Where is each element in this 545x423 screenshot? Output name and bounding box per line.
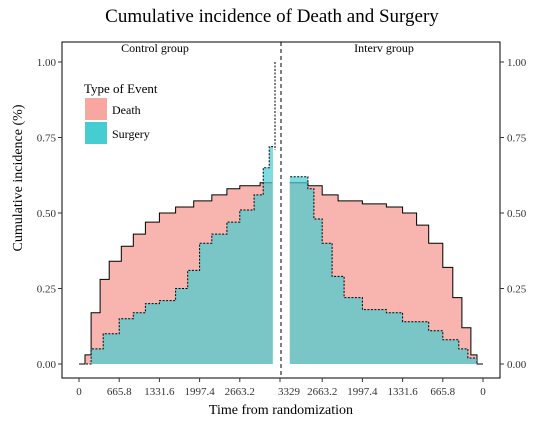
- legend-swatch-surgery: [85, 122, 107, 144]
- interv-surgery-line: [289, 176, 483, 365]
- y-tick-label-right: 1.00: [507, 57, 527, 69]
- chart-title: Cumulative incidence of Death and Surger…: [105, 6, 439, 27]
- y-tick-label-right: 0.75: [507, 133, 527, 145]
- x-tick-label-right: 1997.4: [347, 386, 378, 398]
- y-tick-label-right: 0.50: [507, 208, 527, 220]
- x-tick-label-right: 2663.2: [307, 386, 337, 398]
- x-axis-title: Time from randomization: [209, 403, 353, 418]
- legend: Type of Event Death Surgery: [84, 81, 158, 144]
- legend-label-surgery: Surgery: [112, 127, 150, 141]
- x-tick-label-left: 3329: [278, 386, 301, 398]
- x-tick-label-left: 0: [76, 386, 82, 398]
- control-surgery-area: [79, 134, 276, 364]
- y-tick-label-left: 0.50: [37, 208, 57, 220]
- y-tick-label-right: 0.00: [507, 359, 527, 371]
- panel-label-control: Control group: [121, 41, 189, 55]
- y-tick-label-left: 0.75: [37, 133, 57, 145]
- y-tick-label-left: 0.25: [37, 284, 57, 296]
- x-tick-label-left: 1331.6: [144, 386, 175, 398]
- legend-swatch-death: [85, 98, 107, 120]
- x-tick-label-left: 1997.4: [184, 386, 215, 398]
- interv-death-line: [289, 182, 483, 365]
- plot-area: 0.00 0.00 0.25 0.25 0.50 0.50 0.75 0.75 1.00 1.00…: [37, 41, 527, 398]
- y-axis-title: Cumulative incidence (%): [11, 104, 26, 251]
- panel-label-interv: Interv group: [354, 41, 414, 55]
- y-tick-label-left: 0.00: [37, 359, 57, 371]
- x-tick-label-right: 665.8: [430, 386, 455, 398]
- y-tick-label-right: 0.25: [507, 284, 527, 296]
- y-tick-label-left: 1.00: [37, 57, 57, 69]
- x-tick-label-right: 0: [480, 386, 486, 398]
- control-death-line: [79, 182, 273, 365]
- x-tick-label-right: 1331.6: [387, 386, 418, 398]
- legend-label-death: Death: [112, 103, 141, 117]
- interv-surgery-area: [289, 176, 483, 364]
- x-tick-label-left: 2663.2: [225, 386, 255, 398]
- control-surgery-line: [79, 134, 276, 365]
- x-tick-label-left: 665.8: [107, 386, 132, 398]
- panel-gap: [273, 43, 281, 367]
- legend-title: Type of Event: [84, 81, 158, 96]
